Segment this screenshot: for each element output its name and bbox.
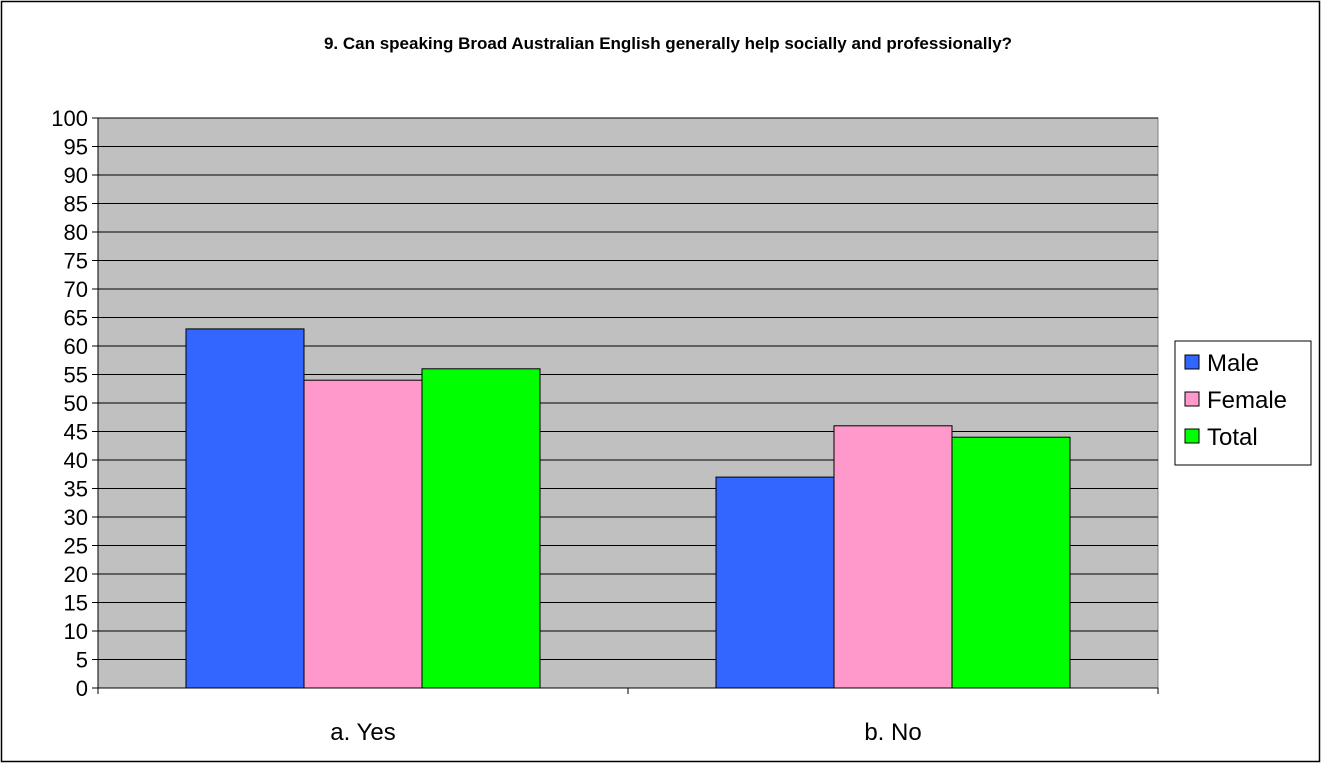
y-tick-label: 95 — [64, 135, 88, 160]
y-tick-label: 65 — [64, 306, 88, 331]
y-tick-label: 80 — [64, 220, 88, 245]
y-tick-label: 0 — [76, 676, 88, 701]
legend-swatch-total — [1184, 428, 1200, 444]
y-tick-label: 75 — [64, 249, 88, 274]
legend-label-male: Male — [1207, 350, 1259, 377]
bar-male-1 — [185, 328, 305, 689]
x-category-label: b. No — [864, 719, 921, 746]
x-category-label: a. Yes — [330, 719, 395, 746]
y-tick-label: 70 — [64, 277, 88, 302]
y-tick-label: 20 — [64, 562, 88, 587]
y-tick-label: 90 — [64, 163, 88, 188]
bar-female-2 — [833, 425, 953, 689]
y-tick-label: 60 — [64, 334, 88, 359]
bar-total-2 — [951, 436, 1071, 689]
bar-male-2 — [715, 476, 835, 689]
y-tick-label: 30 — [64, 505, 88, 530]
y-tick-label: 5 — [76, 648, 88, 673]
legend-label-female: Female — [1207, 387, 1287, 414]
y-tick-label: 100 — [51, 106, 88, 131]
y-tick-label: 15 — [64, 591, 88, 616]
y-tick-label: 10 — [64, 619, 88, 644]
y-tick-label: 40 — [64, 448, 88, 473]
chart-title: 9. Can speaking Broad Australian English… — [324, 34, 1012, 53]
legend-swatch-male — [1184, 354, 1200, 370]
y-tick-label: 55 — [64, 363, 88, 388]
y-tick-label: 35 — [64, 477, 88, 502]
y-tick-label: 45 — [64, 420, 88, 445]
bar-female-1 — [303, 379, 423, 689]
y-tick-label: 25 — [64, 534, 88, 559]
bar-total-1 — [421, 368, 541, 689]
y-tick-label: 85 — [64, 192, 88, 217]
legend-label-total: Total — [1207, 424, 1258, 451]
y-tick-label: 50 — [64, 391, 88, 416]
legend-swatch-female — [1184, 391, 1200, 407]
